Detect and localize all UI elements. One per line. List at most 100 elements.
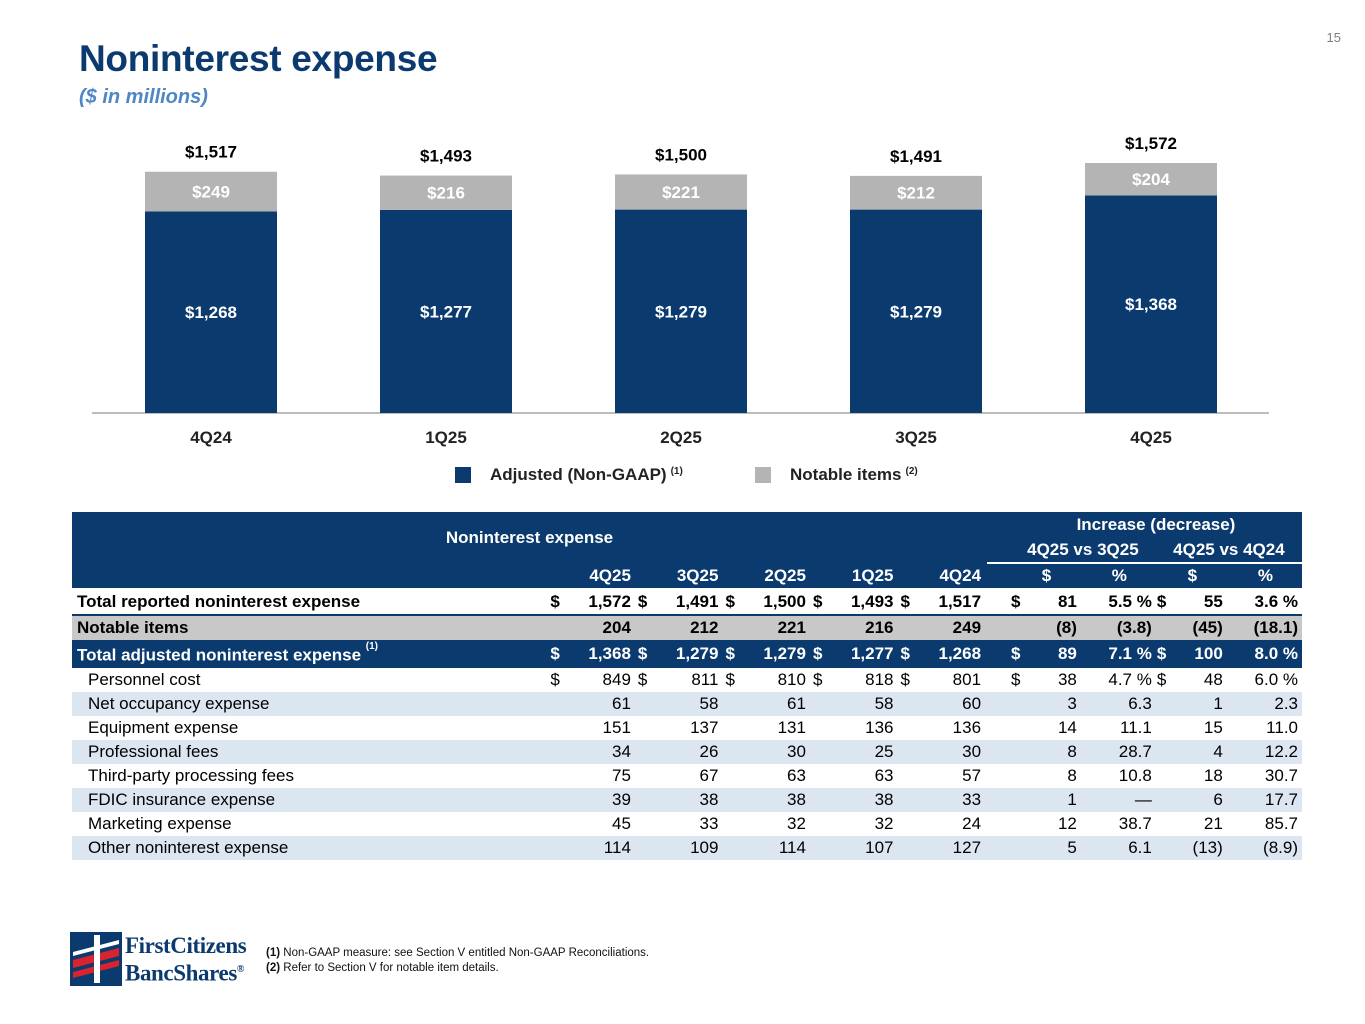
- table-row: Professional fees 34 26 30 25 30 8 28.7 4 12.2: [72, 739, 1302, 764]
- dollar-sign: [549, 739, 564, 764]
- legend-label-adjusted: Adjusted (Non-GAAP): [490, 465, 667, 484]
- label-total-3q25: $1,491: [890, 147, 942, 166]
- change-percent-cell: 38.7: [1118, 813, 1152, 833]
- table-row: Other noninterest expense 114 109 114 107 127…: [72, 835, 1302, 860]
- row-label-text: FDIC insurance expense: [88, 789, 276, 809]
- value-cell: 249: [914, 614, 988, 640]
- table-row: FDIC insurance expense 39 38 38 38 33 1— 6 17.7: [72, 787, 1302, 812]
- dollar-sign: [1009, 787, 1025, 812]
- footnote-2: (2) Refer to Section V for notable item …: [266, 961, 649, 976]
- row-label-text: Professional fees: [88, 741, 219, 761]
- value-cell: 33: [914, 787, 988, 812]
- dollar-sign: [636, 835, 652, 860]
- table-row: Third-party processing fees 75 67 63 63 57 8 10…: [72, 764, 1302, 788]
- value-cell: 61: [563, 691, 637, 716]
- value-cell: 45: [611, 813, 631, 833]
- dollar-sign: $: [811, 588, 827, 615]
- dollar-sign: $: [811, 640, 827, 668]
- change-dollar-cell: 81: [1024, 588, 1083, 615]
- dollar-sign: [811, 787, 827, 812]
- dollar-sign: [899, 739, 915, 764]
- dollar-sign: [724, 787, 740, 812]
- value-cell: 60: [914, 691, 988, 716]
- value-cell: 38: [826, 787, 900, 812]
- dollar-sign: $: [724, 588, 740, 615]
- table-column-header-row: 4Q25 3Q25 2Q25 1Q25 4Q24 $ % $ %: [72, 563, 1302, 590]
- dollar-sign: [811, 614, 827, 640]
- legend-label-notable: Notable items: [790, 465, 902, 484]
- value-cell: 63: [787, 765, 806, 785]
- logo-flag-white-stripe: [73, 940, 119, 956]
- increase-decrease-header: Increase (decrease): [1009, 512, 1302, 538]
- dollar-sign: [637, 812, 652, 836]
- dollar-sign: [549, 764, 564, 788]
- label-adjusted-2q25: $1,279: [655, 302, 707, 321]
- value-cell: 1,368: [563, 640, 637, 668]
- dollar-sign: [811, 691, 827, 716]
- dollar-sign: [899, 835, 915, 860]
- table-title: Noninterest expense: [72, 512, 988, 563]
- change-percent-cell: (8.9): [1228, 835, 1302, 860]
- dollar-sign: [900, 764, 915, 788]
- dollar-sign: [900, 716, 915, 740]
- logo-wordmark: FirstCitizens BancShares®: [125, 933, 247, 986]
- label-notable-1q25: $216: [427, 184, 465, 203]
- value-cell: 34: [563, 739, 637, 764]
- dollar-sign: [1156, 716, 1171, 740]
- dollar-sign: $: [636, 588, 652, 615]
- change-dollar-cell: 55: [1170, 588, 1229, 615]
- column-header-dollar-change-3q25: $: [1009, 563, 1083, 590]
- change-percent-cell: 4.7 %: [1108, 669, 1152, 689]
- dollar-sign: $: [900, 669, 910, 689]
- row-label: Equipment expense: [72, 716, 549, 740]
- expense-table: Noninterest expense Increase (decrease) …: [72, 512, 1302, 860]
- footnote-2-text: Refer to Section V for notable item deta…: [283, 962, 499, 974]
- dollar-sign: $: [1009, 640, 1025, 668]
- change-dollar-cell: 8: [1067, 765, 1077, 785]
- dollar-sign: [1009, 691, 1025, 716]
- change-percent-cell: 17.7: [1228, 787, 1302, 812]
- dollar-sign: [1156, 812, 1171, 836]
- value-cell: 1,277: [826, 640, 900, 668]
- value-cell: 137: [690, 717, 719, 737]
- label-total-2q25: $1,500: [655, 145, 707, 164]
- dollar-sign: $: [1155, 640, 1171, 668]
- label-notable-3q25: $212: [897, 184, 935, 203]
- table-row: Equipment expense 151 137 131 136 136 14 11.1 15…: [72, 716, 1302, 740]
- change-percent-cell: (3.8): [1082, 614, 1156, 640]
- change-dollar-cell: 89: [1024, 640, 1083, 668]
- dollar-sign: [1009, 614, 1025, 640]
- change-percent-cell: 11.1: [1120, 717, 1152, 737]
- spacer-cell: [987, 640, 1010, 668]
- dollar-sign: [899, 691, 915, 716]
- value-cell: 58: [651, 691, 725, 716]
- logo-line-1: FirstCitizens: [125, 933, 247, 958]
- dollar-sign: [1010, 812, 1025, 836]
- value-cell: 811: [691, 669, 719, 689]
- dollar-sign: [637, 764, 652, 788]
- change-percent-cell: 85.7: [1264, 813, 1298, 833]
- change-dollar-cell: (13): [1170, 835, 1229, 860]
- footnote-2-number: (2): [266, 962, 281, 974]
- value-cell: 32: [787, 813, 806, 833]
- change-dollar-cell: (45): [1170, 614, 1229, 640]
- dollar-sign: [812, 716, 827, 740]
- change-percent-cell: 3.6 %: [1228, 588, 1302, 615]
- table-row: Personnel cost $849 $811 $810 $818 $801 $38 4.7…: [72, 668, 1302, 692]
- value-cell: 1,491: [651, 588, 725, 615]
- value-cell: 30: [914, 739, 988, 764]
- stacked-bar-chart: $1,268 $249 $1,517 4Q24 $1,277 $216 $1,493 1Q25…: [92, 134, 1269, 447]
- value-cell: 849: [602, 669, 631, 689]
- row-label: Personnel cost: [72, 668, 549, 692]
- dollar-sign: [549, 835, 564, 860]
- dollar-sign: [724, 614, 740, 640]
- dollar-sign: $: [899, 640, 915, 668]
- change-dollar-cell: 48: [1203, 669, 1223, 689]
- column-header-4q25: 4Q25: [549, 563, 637, 590]
- dollar-sign: [812, 812, 827, 836]
- change-percent-cell: 28.7: [1082, 739, 1156, 764]
- dollar-sign: [549, 812, 564, 836]
- dollar-sign: $: [812, 669, 823, 689]
- value-cell: 57: [962, 765, 982, 785]
- column-header-percent-change-3q25: %: [1082, 563, 1156, 590]
